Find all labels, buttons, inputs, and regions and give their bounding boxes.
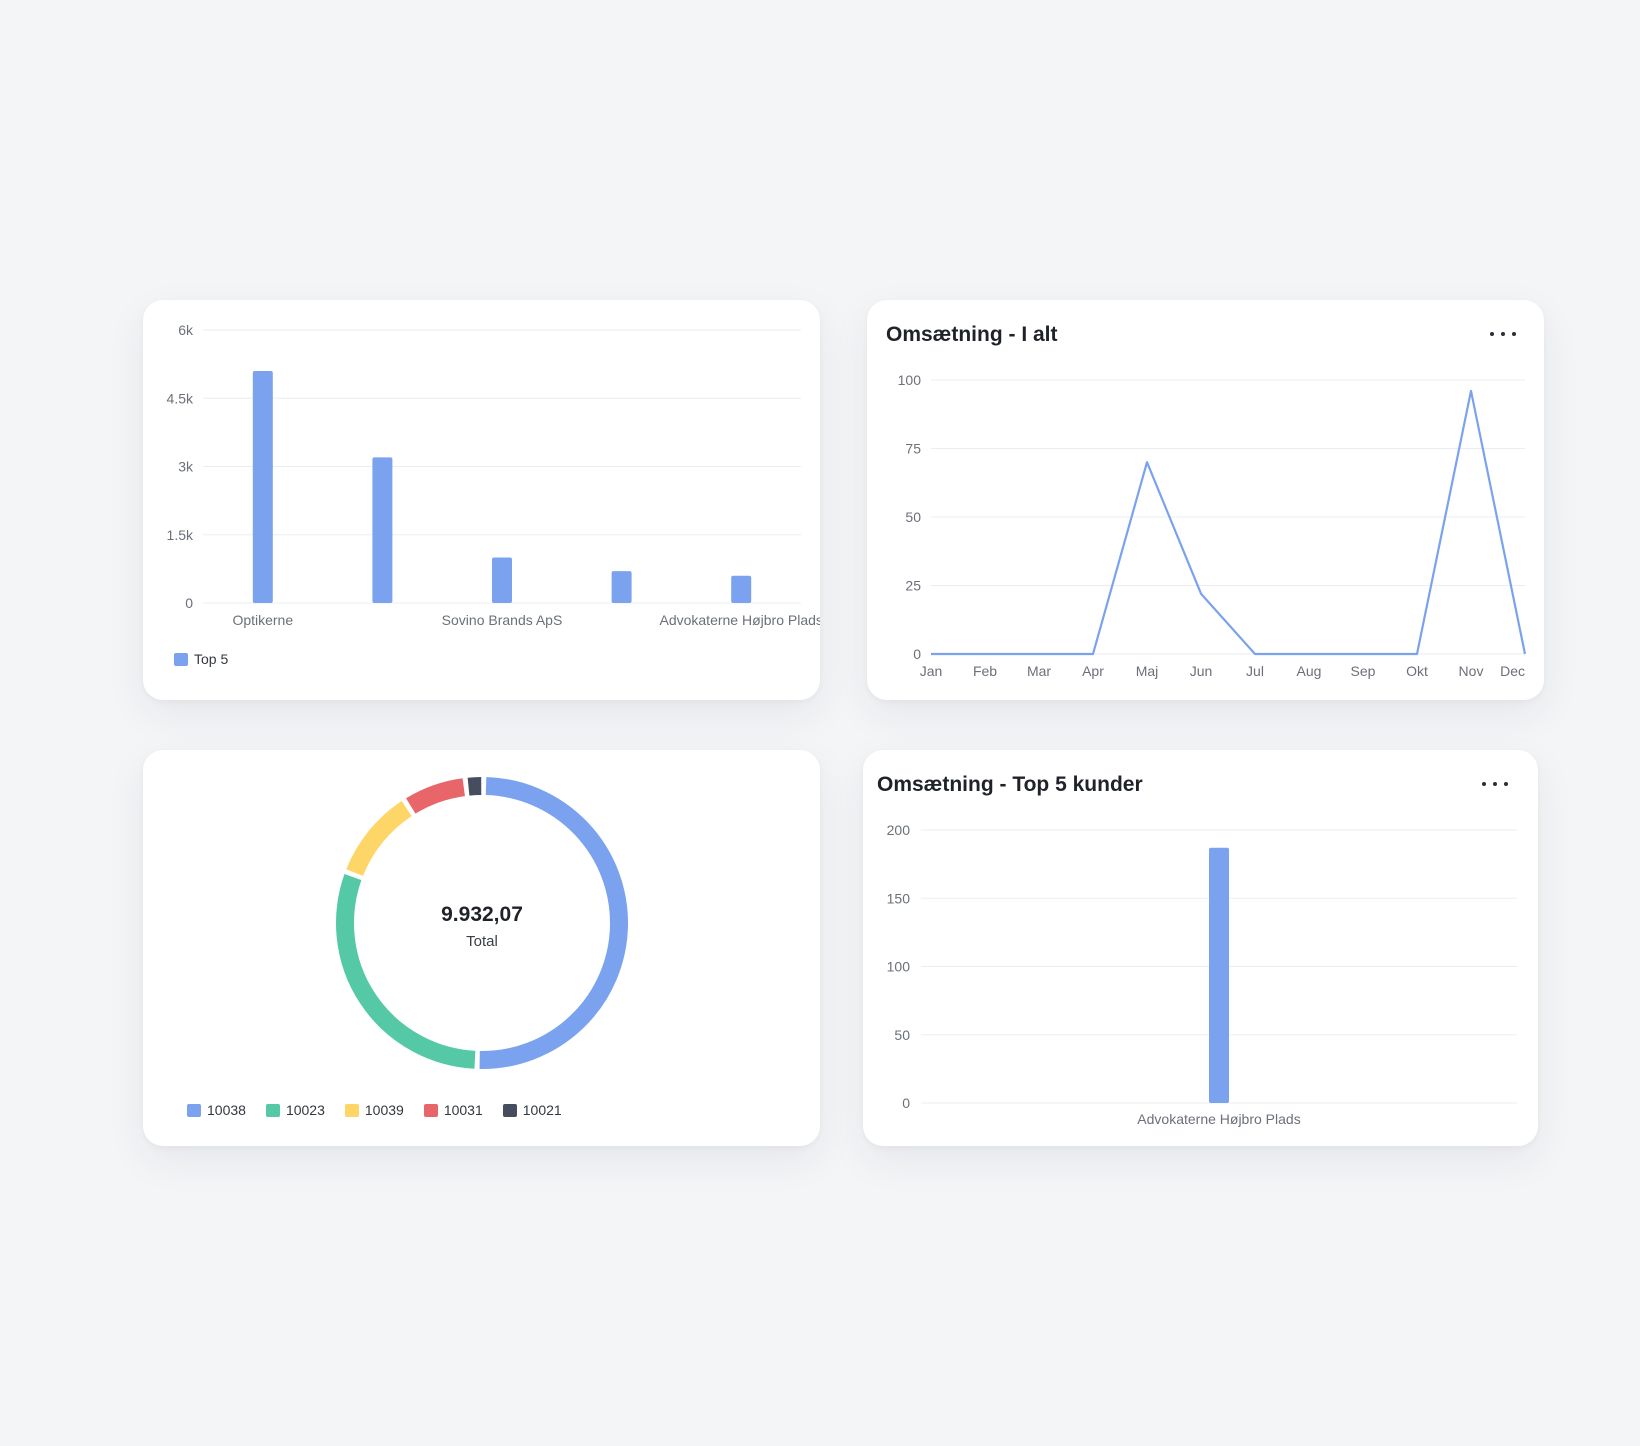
y-tick-label: 75	[905, 441, 921, 457]
y-tick-label: 6k	[178, 322, 194, 338]
y-tick-label: 25	[905, 578, 921, 594]
y-tick-label: 100	[898, 372, 922, 388]
x-tick-label: Jun	[1190, 663, 1213, 679]
legend-swatch	[344, 1103, 359, 1117]
bar-legend: Top 5	[174, 651, 248, 667]
legend-item[interactable]: 10031	[423, 1102, 483, 1118]
bar	[731, 575, 752, 603]
x-tick-label: Sovino Brands ApS	[442, 612, 563, 628]
legend-item-top5[interactable]: Top 5	[174, 651, 228, 667]
x-tick-label: Apr	[1082, 663, 1104, 679]
legend-item[interactable]: 10021	[502, 1102, 562, 1118]
y-tick-label: 3k	[178, 459, 194, 475]
x-tick-label: Maj	[1136, 663, 1159, 679]
x-tick-label: Mar	[1027, 663, 1051, 679]
legend-label: 10039	[364, 1102, 404, 1118]
bar	[252, 370, 273, 603]
y-tick-label: 150	[887, 890, 911, 906]
top5-customers-card: Omsætning - Top 5 kunder 0 50 100 150 200 Adv…	[863, 750, 1538, 1146]
y-tick-label: 1.5k	[167, 527, 194, 543]
y-tick-label: 200	[887, 822, 911, 838]
card-title: Omsætning - Top 5 kunder	[877, 773, 1143, 796]
legend-label: 10038	[207, 1102, 246, 1118]
top5-bar-card: 0 1.5k 3k 4.5k 6k Optikerne Sovino Brands ApS A…	[143, 300, 820, 700]
legend-label: Top 5	[194, 651, 229, 667]
legend-swatch	[187, 1103, 201, 1117]
legend-swatch	[502, 1103, 517, 1117]
legend-label: 10023	[285, 1102, 325, 1118]
legend-item[interactable]: 10023	[265, 1102, 325, 1118]
y-tick-label: 50	[905, 509, 921, 525]
revenue-total-card: Omsætning - I alt 0 25 50 75 100 Jan Feb Mar Apr…	[867, 300, 1544, 700]
x-tick-label: Advokaterne Højbro Plads	[659, 612, 820, 628]
legend-swatch	[174, 652, 188, 666]
donut-chart: 9.932,07 Total	[336, 777, 628, 1069]
ellipsis-icon[interactable]	[1490, 326, 1516, 342]
bar	[372, 457, 393, 603]
revenue-line-chart: 0 25 50 75 100 Jan Feb Mar Apr Maj Jun Jul Aug Sep Okt…	[898, 372, 1527, 679]
legend-swatch	[265, 1103, 280, 1117]
top5-customers-chart: 0 50 100 150 200 Advokaterne Højbro Plads	[887, 822, 1517, 1127]
donut-slice	[346, 801, 412, 877]
x-tick-label: Dec	[1500, 663, 1525, 679]
donut-card: 9.932,07 Total 10038 10023 10039 10031 10021	[143, 750, 820, 1146]
x-tick-label: Okt	[1406, 663, 1428, 679]
donut-slice	[467, 777, 482, 796]
legend-label: 10031	[443, 1102, 483, 1118]
y-tick-label: 0	[913, 646, 921, 662]
x-tick-label: Nov	[1459, 663, 1484, 679]
x-tick-label: Sep	[1351, 663, 1376, 679]
x-tick-label: Advokaterne Højbro Plads	[1137, 1111, 1300, 1127]
x-tick-label: Optikerne	[232, 612, 293, 628]
ellipsis-icon[interactable]	[1482, 776, 1508, 792]
y-tick-label: 0	[185, 595, 193, 611]
donut-slice	[406, 778, 466, 814]
donut-slice	[336, 874, 476, 1069]
x-tick-label: Jul	[1246, 663, 1264, 679]
donut-slice	[479, 777, 628, 1069]
y-tick-label: 0	[902, 1095, 910, 1111]
series-line	[931, 389, 1527, 656]
bar	[611, 571, 632, 603]
top5-bar-chart: 0 1.5k 3k 4.5k 6k Optikerne Sovino Brands ApS A…	[167, 322, 820, 628]
y-tick-label: 50	[894, 1027, 910, 1043]
donut-legend: 10038 10023 10039 10031 10021	[187, 1102, 582, 1118]
bar	[492, 557, 512, 603]
y-tick-label: 4.5k	[167, 390, 194, 406]
card-title: Omsætning - I alt	[886, 323, 1058, 346]
x-tick-label: Aug	[1297, 663, 1322, 679]
bar	[1209, 847, 1229, 1103]
x-tick-label: Feb	[973, 663, 997, 679]
y-tick-label: 100	[887, 959, 911, 975]
donut-total-value: 9.932,07	[441, 903, 523, 926]
donut-total-label: Total	[466, 933, 498, 950]
x-tick-label: Jan	[920, 663, 943, 679]
legend-label: 10021	[522, 1102, 562, 1118]
legend-item[interactable]: 10038	[187, 1102, 246, 1118]
legend-item[interactable]: 10039	[344, 1102, 404, 1118]
legend-swatch	[423, 1103, 438, 1117]
